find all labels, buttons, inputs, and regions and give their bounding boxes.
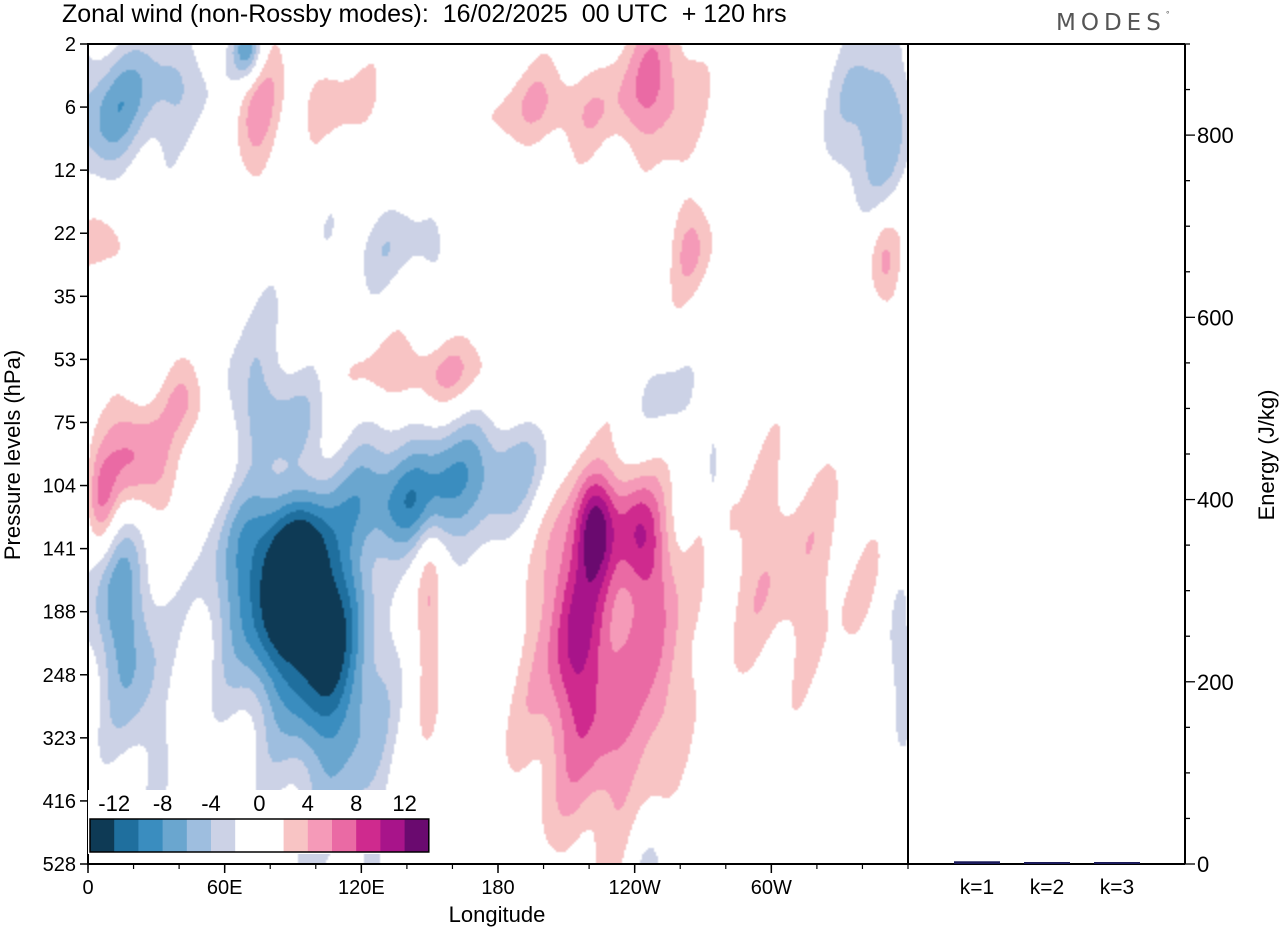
energy-bar-label: k=1 — [960, 876, 994, 899]
brand-mark: ° — [1165, 10, 1170, 19]
y-tick-label: 12 — [54, 160, 76, 182]
x-tick-label: 120W — [609, 877, 661, 899]
colorbar-label: -8 — [153, 791, 173, 816]
energy-tick-label: 800 — [1197, 123, 1234, 148]
colorbar-swatch — [235, 819, 260, 852]
x-tick-label: 60W — [751, 877, 792, 899]
colorbar-swatch — [259, 819, 285, 852]
y-tick-label: 75 — [54, 412, 76, 434]
colorbar-label: -4 — [201, 791, 221, 816]
energy-bar — [954, 861, 1000, 864]
energy-panel: 0 200 400 600 800 Energy (J/kg) k=1 k=2 k=3 — [907, 43, 1279, 899]
x-axis-label: Longitude — [449, 902, 546, 927]
energy-tick-label: 600 — [1197, 305, 1234, 330]
colorbar-swatch — [162, 819, 188, 852]
energy-tick-label: 200 — [1197, 670, 1234, 695]
energy-bar-label: k=3 — [1100, 876, 1134, 899]
chart-title: Zonal wind (non-Rossby modes): 16/02/202… — [62, 0, 787, 28]
y-tick-label: 323 — [43, 728, 76, 750]
colorbar-swatch — [186, 819, 212, 852]
colorbar-swatch — [404, 819, 430, 852]
colorbar-label: -12 — [98, 791, 130, 816]
y-tick-label: 416 — [43, 791, 76, 813]
y-axis-label: Pressure levels (hPa) — [0, 350, 25, 560]
x-tick-label: 120E — [338, 877, 385, 899]
colorbar-swatch — [283, 819, 309, 852]
y-tick-label: 22 — [54, 223, 76, 245]
y-tick-label: 141 — [43, 539, 76, 561]
y-tick-label: 248 — [43, 665, 76, 687]
colorbar-swatch — [356, 819, 381, 852]
y-tick-label: 35 — [54, 286, 76, 308]
colorbar-frame — [89, 818, 430, 853]
colorbar-label: 0 — [253, 791, 265, 816]
energy-bar-label: k=2 — [1030, 876, 1064, 899]
colorbar: -12 -8 -4 0 4 8 12 — [88, 790, 431, 854]
y-tick-label: 104 — [43, 476, 76, 498]
colorbar-swatch — [307, 819, 333, 852]
energy-axis-label: Energy (J/kg) — [1254, 390, 1279, 521]
colorbar-label: 8 — [350, 791, 362, 816]
y-tick-label: 6 — [65, 97, 76, 119]
energy-bar — [1024, 862, 1070, 864]
x-tick-label: 60E — [207, 877, 243, 899]
x-tick-label: 180 — [481, 877, 514, 899]
energy-bar — [1094, 862, 1140, 864]
colorbar-swatch — [114, 819, 139, 852]
colorbar-label: 4 — [302, 791, 314, 816]
y-tick-label: 188 — [43, 602, 76, 624]
colorbar-swatch — [332, 819, 357, 852]
brand-logo: MODES° — [1056, 10, 1170, 36]
colorbar-label: 12 — [392, 791, 416, 816]
brand-text: MODES — [1056, 10, 1166, 36]
x-tick-label: 0 — [82, 877, 93, 899]
energy-tick-label: 400 — [1197, 488, 1234, 513]
y-tick-label: 53 — [54, 349, 76, 371]
colorbar-swatch — [138, 819, 164, 852]
y-tick-label: 2 — [65, 34, 76, 56]
colorbar-swatch — [380, 819, 406, 852]
heatmap-field — [88, 44, 908, 864]
y-tick-label: 528 — [43, 854, 76, 876]
energy-tick-label: 0 — [1197, 852, 1209, 877]
colorbar-swatch — [90, 819, 115, 852]
colorbar-swatch — [211, 819, 236, 852]
